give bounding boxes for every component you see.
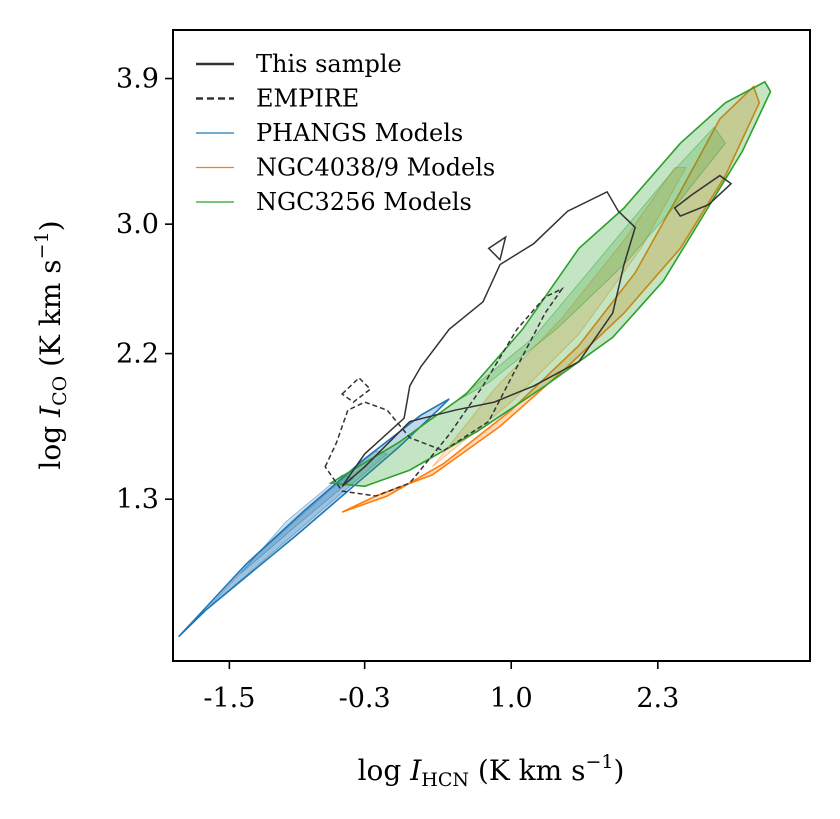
y-axis-label: log ICO (K km s−1) xyxy=(31,220,71,469)
this-sample-contour-1 xyxy=(341,190,637,487)
ngc4038-9-models-inner-contour-1 xyxy=(431,167,687,468)
legend: This sample EMPIRE PHANGS Models NGC4038/9 … xyxy=(196,50,495,216)
legend-label-this-sample: This sample xyxy=(256,50,402,78)
y-tick-label: 3.9 xyxy=(116,64,159,95)
plot-frame xyxy=(172,29,811,662)
this-sample-contour-3 xyxy=(673,174,733,218)
x-tick-label: -1.5 xyxy=(203,683,255,714)
x-tick-label: 1.0 xyxy=(490,683,533,714)
x-axis-label: log IHCN (K km s−1) xyxy=(358,751,625,791)
x-tick-label: -0.3 xyxy=(339,683,391,714)
legend-label-ngc3256-models: NGC3256 Models xyxy=(256,188,472,216)
empire-contour-2 xyxy=(340,376,372,404)
this-sample-contour-2 xyxy=(487,235,507,262)
x-tick-label: 2.3 xyxy=(636,683,679,714)
y-tick-label: 2.2 xyxy=(116,339,159,370)
ngc3256-models-outer-contour xyxy=(328,80,772,488)
legend-label-phangs-models: PHANGS Models xyxy=(256,119,463,147)
ngc4038-9-models-outer-contour xyxy=(341,85,761,513)
plot-area xyxy=(178,80,772,638)
y-tick-label: 1.3 xyxy=(116,484,159,515)
legend-label-empire: EMPIRE xyxy=(256,85,359,113)
phangs-models-inner-contour-2 xyxy=(240,474,355,574)
ngc3256-models-inner-contour-1 xyxy=(454,126,726,403)
legend-label-ngc4038-9-models: NGC4038/9 Models xyxy=(256,154,495,182)
y-tick-label: 3.0 xyxy=(116,209,159,240)
axes: -1.5 -0.3 1.0 2.3 1.3 2.2 3.0 3.9 xyxy=(116,64,679,714)
